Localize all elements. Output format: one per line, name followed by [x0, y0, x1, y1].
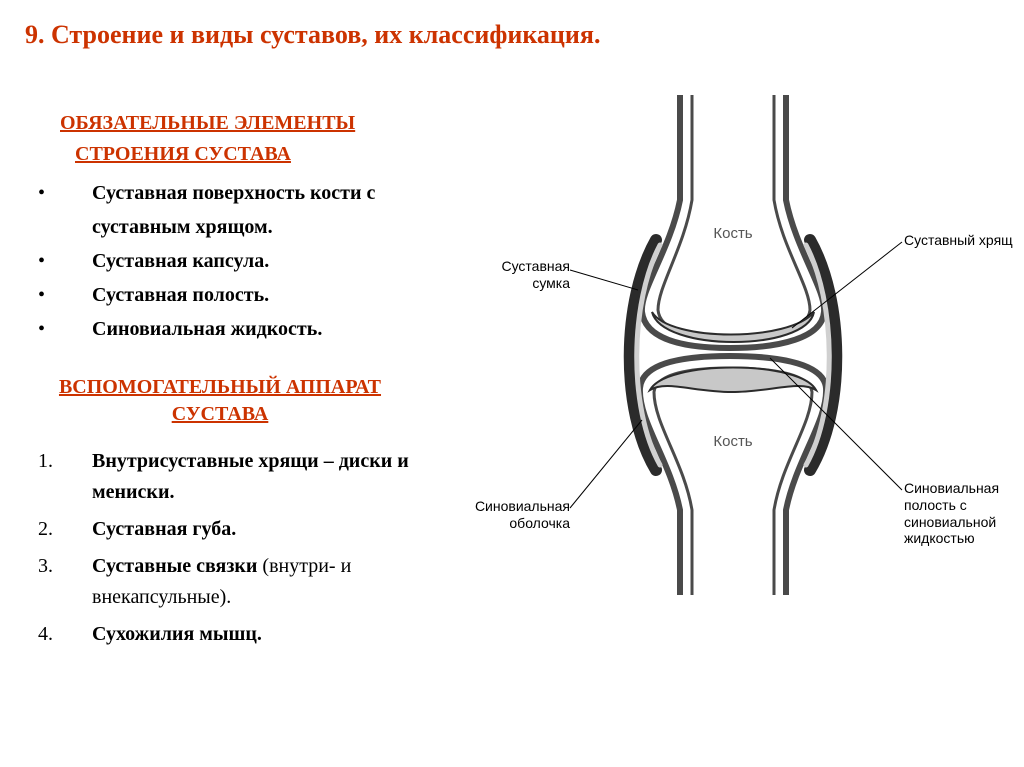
list-item: 1. Внутрисуставные хрящи – диски и менис…	[30, 446, 460, 508]
list-item: Суставная капсула.	[30, 244, 460, 278]
item-number: 1.	[38, 446, 53, 477]
label-hryash: Суставный хрящ	[904, 232, 1024, 249]
section2-heading: ВСПОМОГАТЕЛЬНЫЙ АППАРАТ СУСТАВА	[30, 374, 410, 428]
item-text: Сухожилия мышц.	[92, 623, 262, 645]
section2-list: 1. Внутрисуставные хрящи – диски и менис…	[30, 446, 460, 650]
list-item: 3. Суставные связки (внутри- и внекапсул…	[30, 551, 460, 613]
leader-sumka	[570, 270, 638, 290]
item-number: 4.	[38, 619, 53, 650]
bone-label-lower: Кость	[713, 433, 752, 450]
section1-heading-l1: ОБЯЗАТЕЛЬНЫЕ ЭЛЕМЕНТЫ	[60, 110, 460, 137]
section1-heading-l2: СТРОЕНИЯ СУСТАВА	[75, 141, 460, 168]
upper-bone	[642, 95, 824, 348]
list-item: Суставная полость.	[30, 278, 460, 312]
item-number: 2.	[38, 514, 53, 545]
section2-heading-l1: ВСПОМОГАТЕЛЬНЫЙ АППАРАТ	[59, 376, 381, 398]
text-column: ОБЯЗАТЕЛЬНЫЕ ЭЛЕМЕНТЫ СТРОЕНИЯ СУСТАВА С…	[30, 110, 460, 656]
joint-diagram: Кость Кость Суставная сумка Синовиальная…	[470, 90, 1000, 600]
label-sinov-pol: Синовиальная полость с синовиальной жидк…	[904, 480, 1024, 547]
label-sumka: Суставная сумка	[460, 258, 570, 292]
item-text: Внутрисуставные хрящи – диски и мениски.	[92, 450, 409, 503]
list-item: Суставная поверхность кости с суставным …	[30, 176, 460, 244]
list-item: 2. Суставная губа.	[30, 514, 460, 545]
section2-heading-l2: СУСТАВА	[172, 403, 269, 425]
item-number: 3.	[38, 551, 53, 582]
page-title: 9. Строение и виды суставов, их классифи…	[25, 20, 600, 50]
item-text: Суставная губа.	[92, 518, 236, 540]
section1-list: Суставная поверхность кости с суставным …	[30, 176, 460, 346]
list-item: 4. Сухожилия мышц.	[30, 619, 460, 650]
label-sinov-obol: Синовиальная оболочка	[460, 498, 570, 532]
list-item: Синовиальная жидкость.	[30, 312, 460, 346]
leader-sinov-obol	[570, 420, 642, 508]
bone-label-upper: Кость	[713, 225, 752, 242]
item-text: Суставные связки	[92, 555, 262, 577]
